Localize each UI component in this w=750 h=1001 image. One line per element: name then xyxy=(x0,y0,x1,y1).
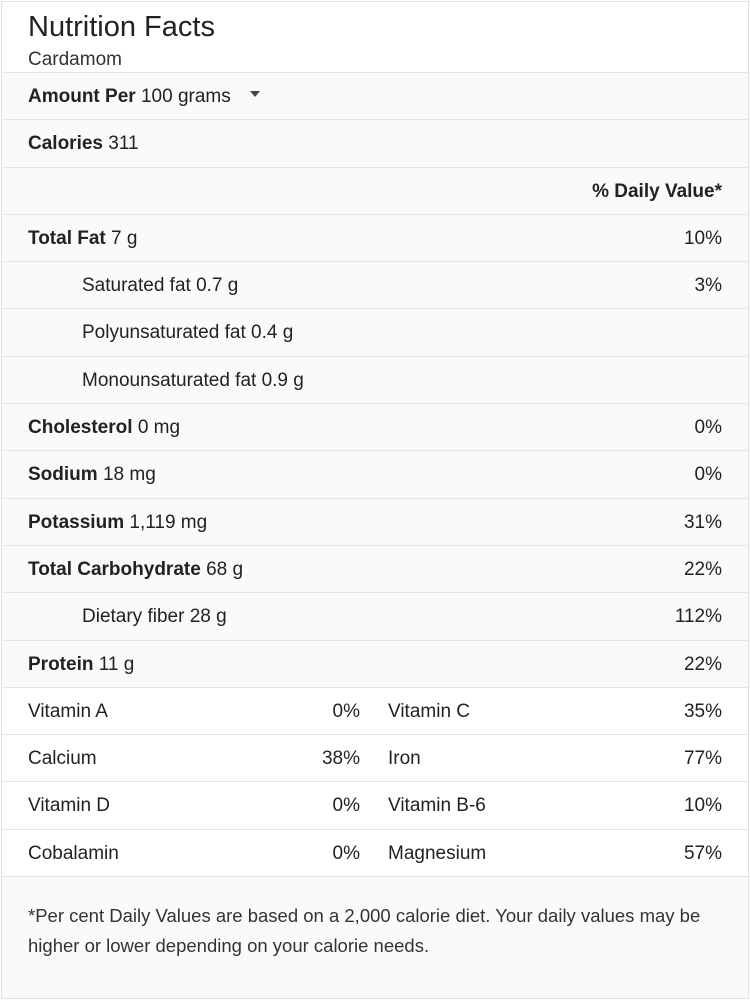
nutrient-daily-pct: 31% xyxy=(683,511,722,533)
footnote-text: *Per cent Daily Values are based on a 2,… xyxy=(28,905,701,957)
nutrient-row-sodium: Sodium 18 mg 0% xyxy=(2,450,748,498)
vitamin-name: Vitamin A xyxy=(28,700,108,722)
nutrient-daily-pct: 10% xyxy=(683,227,722,249)
nutrient-row-total-carbohydrate: Total Carbohydrate 68 g 22% xyxy=(2,544,748,593)
nutrient-row-potassium: Potassium 1,119 mg 31% xyxy=(2,497,748,545)
vitamin-row: Calcium 38% Iron 77% xyxy=(2,734,748,782)
caret-down-icon[interactable] xyxy=(250,90,261,97)
vitamin-name: Calcium xyxy=(28,748,97,770)
nutrient-daily-pct: 112% xyxy=(674,606,722,628)
vitamin-row: Vitamin A 0% Vitamin C 35% xyxy=(2,686,748,735)
vitamin-pct: 10% xyxy=(683,795,722,817)
vitamin-pct: 35% xyxy=(683,700,722,722)
header: Nutrition Facts Cardamom xyxy=(2,2,748,72)
nutrient-label: Potassium xyxy=(28,511,125,533)
daily-value-header: % Daily Value* xyxy=(592,180,722,202)
nutrient-label: Total Carbohydrate xyxy=(28,558,201,580)
nutrient-row-monounsaturated-fat: Monounsaturated fat 0.9 g xyxy=(2,355,748,404)
footnote: *Per cent Daily Values are based on a 2,… xyxy=(2,876,748,999)
nutrient-row-cholesterol: Cholesterol 0 mg 0% xyxy=(2,403,748,451)
nutrient-label: Dietary fiber xyxy=(82,606,185,628)
vitamin-name: Vitamin B-6 xyxy=(388,795,486,817)
nutrient-daily-pct: 0% xyxy=(694,464,722,486)
vitamin-pct: 77% xyxy=(683,748,722,770)
nutrient-row-total-fat: Total Fat 7 g 10% xyxy=(2,213,748,262)
nutrient-amount: 7 g xyxy=(111,227,138,249)
nutrient-amount: 1,119 mg xyxy=(129,511,208,533)
calories-label: Calories xyxy=(28,133,103,155)
nutrient-label: Polyunsaturated fat xyxy=(82,322,246,344)
nutrient-label: Sodium xyxy=(28,464,98,486)
nutrient-amount: 0.7 g xyxy=(196,275,239,297)
nutrient-daily-pct: 0% xyxy=(694,417,722,439)
nutrient-amount: 68 g xyxy=(206,558,244,580)
vitamin-row: Cobalamin 0% Magnesium 57% xyxy=(2,828,748,877)
nutrient-row-polyunsaturated-fat: Polyunsaturated fat 0.4 g xyxy=(2,308,748,356)
nutrient-daily-pct: 3% xyxy=(694,275,722,297)
nutrient-label: Total Fat xyxy=(28,227,106,249)
vitamin-pct: 38% xyxy=(321,748,360,770)
vitamin-pct: 0% xyxy=(332,842,360,864)
vitamin-name: Magnesium xyxy=(388,842,487,864)
calories-value: 311 xyxy=(108,133,139,155)
amount-per-label: Amount Per xyxy=(28,86,136,107)
calories-row: Calories 311 xyxy=(2,119,748,167)
nutrient-amount: 0.4 g xyxy=(251,322,294,344)
vitamin-name: Iron xyxy=(388,748,421,770)
nutrient-label: Saturated fat xyxy=(82,275,191,297)
food-name: Cardamom xyxy=(28,49,122,70)
serving-size-select[interactable]: 100 grams xyxy=(140,86,231,107)
vitamin-row: Vitamin D 0% Vitamin B-6 10% xyxy=(2,781,748,829)
vitamin-name: Vitamin D xyxy=(28,795,111,817)
nutrient-row-saturated-fat: Saturated fat 0.7 g 3% xyxy=(2,261,748,309)
nutrient-label: Cholesterol xyxy=(28,417,133,439)
page-title: Nutrition Facts xyxy=(28,11,215,43)
vitamin-pct: 57% xyxy=(683,842,722,864)
nutrient-daily-pct: 22% xyxy=(683,558,722,580)
vitamin-name: Cobalamin xyxy=(28,842,119,864)
nutrient-label: Protein xyxy=(28,653,94,675)
nutrient-label: Monounsaturated fat xyxy=(82,369,257,391)
nutrient-amount: 0 mg xyxy=(137,417,181,439)
serving-size-row[interactable]: Amount Per 100 grams xyxy=(2,72,748,120)
nutrient-row-dietary-fiber: Dietary fiber 28 g 112% xyxy=(2,592,748,640)
nutrient-amount: 0.9 g xyxy=(261,369,304,391)
vitamin-pct: 0% xyxy=(332,795,360,817)
vitamin-pct: 0% xyxy=(332,700,360,722)
nutrient-amount: 18 mg xyxy=(102,464,156,486)
vitamin-name: Vitamin C xyxy=(388,700,471,722)
daily-value-header-row: % Daily Value* xyxy=(2,166,748,214)
nutrient-amount: 28 g xyxy=(189,606,227,628)
nutrient-row-protein: Protein 11 g 22% xyxy=(2,639,748,687)
nutrient-daily-pct: 22% xyxy=(683,653,722,675)
nutrient-amount: 11 g xyxy=(98,653,135,675)
